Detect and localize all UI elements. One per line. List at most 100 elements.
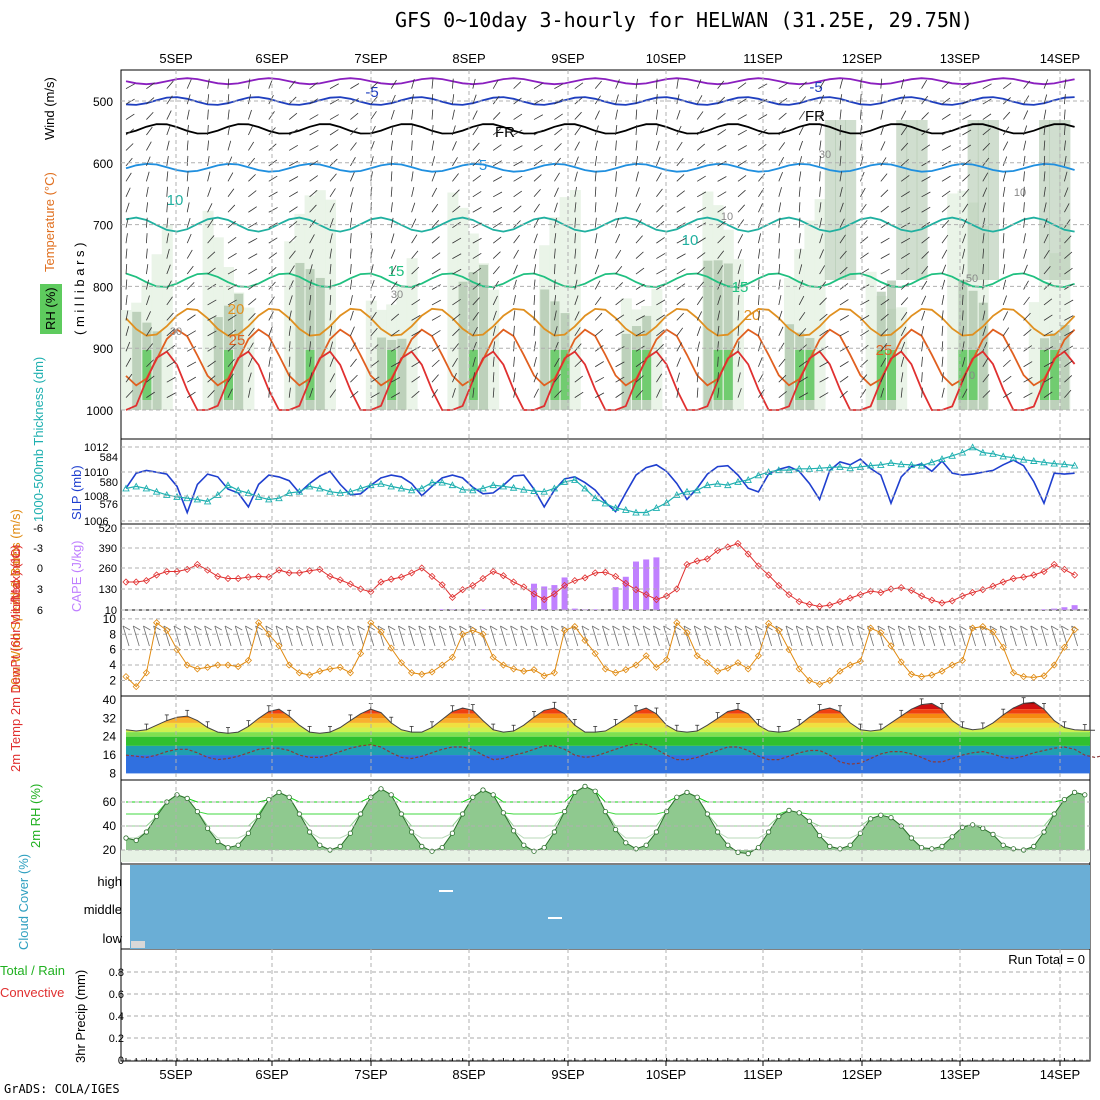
wind-barb [982,374,990,383]
wind-barb [513,97,522,105]
wind-speed-point [244,656,252,664]
wind-barb [248,237,258,244]
wind-barb [941,160,951,167]
wind-barb [390,171,393,182]
wind-barb [411,315,421,321]
wind-barb [186,391,196,398]
wind-barb [798,248,802,259]
x-tick-label-bottom: 12SEP [842,1067,882,1082]
wind-speed-point [846,661,854,669]
li-point [510,578,518,586]
rh-shade [642,350,652,400]
wind-barb [533,279,536,290]
wind-barb [717,221,726,228]
wind-barb [146,359,154,368]
wind-barb [941,205,950,213]
rh-point [1082,792,1088,798]
wind-barb [656,125,659,136]
rh-shade [1060,324,1070,410]
wind-speed-point [877,629,885,637]
wind-barb [901,206,911,213]
li-point [999,578,1007,586]
rh-shade [1059,120,1071,280]
wind10m-barb [449,625,456,647]
wind-barb [513,175,523,182]
wind-barb [676,78,679,89]
wind-barb [839,218,845,228]
wind-barb [248,190,257,198]
wind-barb [431,171,437,182]
cape-bar [480,609,486,610]
wind-barb [431,220,440,228]
wind-barb [737,356,740,367]
thickness-point [652,504,661,511]
wind-barb [737,204,745,213]
wind-barb [370,360,380,368]
rh-shade [213,317,223,410]
temp2m-plot [125,697,1100,774]
wind-barb [696,252,706,259]
wind10m-barb [622,625,630,647]
temp-contour [125,272,1075,288]
wind-barb [819,217,823,228]
wind-barb [492,341,496,352]
wind-barb [125,264,128,275]
wind10m-barb [438,625,446,647]
wind-barb [431,156,436,166]
wind-barb [390,186,393,197]
wind-barb [860,330,870,337]
li-point [132,578,140,586]
wind-barb [533,310,536,321]
wind10m-barb [500,625,507,647]
wind-barb [900,191,910,198]
wind-barb [431,187,438,197]
wind-barb [615,186,618,197]
wind-barb [125,98,135,105]
wind10m-barb [336,625,344,647]
wind-barb [472,267,482,275]
wind-speed-point [948,661,956,669]
wind-barb [125,248,128,259]
wind-barb [798,264,803,275]
wind-barb [778,279,781,290]
wind-barb [309,82,318,89]
wind-barb [452,268,462,275]
wind-speed-point [897,658,905,666]
wind-barb [472,326,478,337]
rh-shade [295,262,305,410]
wind-barb [1023,140,1027,151]
rh-shade [315,277,325,410]
wind-barb [615,391,625,398]
cape-bar [561,577,568,610]
thickness-point [377,479,385,487]
wind-barb [758,233,762,244]
wind-barb [798,233,801,244]
cape-bar [551,585,558,610]
wind-barb [921,310,926,321]
wind-speed-point [132,683,140,691]
x-tick-label-bottom: 8SEP [452,1067,485,1082]
wind-barb [635,187,640,197]
wind-barb [676,253,686,259]
wind10m-barb [306,625,313,647]
wind-barb [268,341,272,352]
wind-barb [962,325,964,336]
wind-barb [146,156,151,167]
contour-label: 30 [391,289,403,301]
wind-barb [554,326,558,336]
wind-barb [411,78,415,89]
wind10m-barb-flag [296,625,304,631]
wind-speed-point [785,646,793,654]
y-axis-label-rh: RH (%) [43,287,58,330]
wind-barb [227,268,237,275]
wind10m-barb [918,625,925,647]
wind-speed-point [979,622,987,631]
rh-shade [121,310,132,410]
rh-shade [824,120,836,280]
wind-barb [513,220,521,228]
wind-barb [819,313,828,321]
wind-barb [186,140,189,151]
wind-barb [350,142,357,151]
li-point [255,572,263,580]
wind-barb [635,219,642,228]
